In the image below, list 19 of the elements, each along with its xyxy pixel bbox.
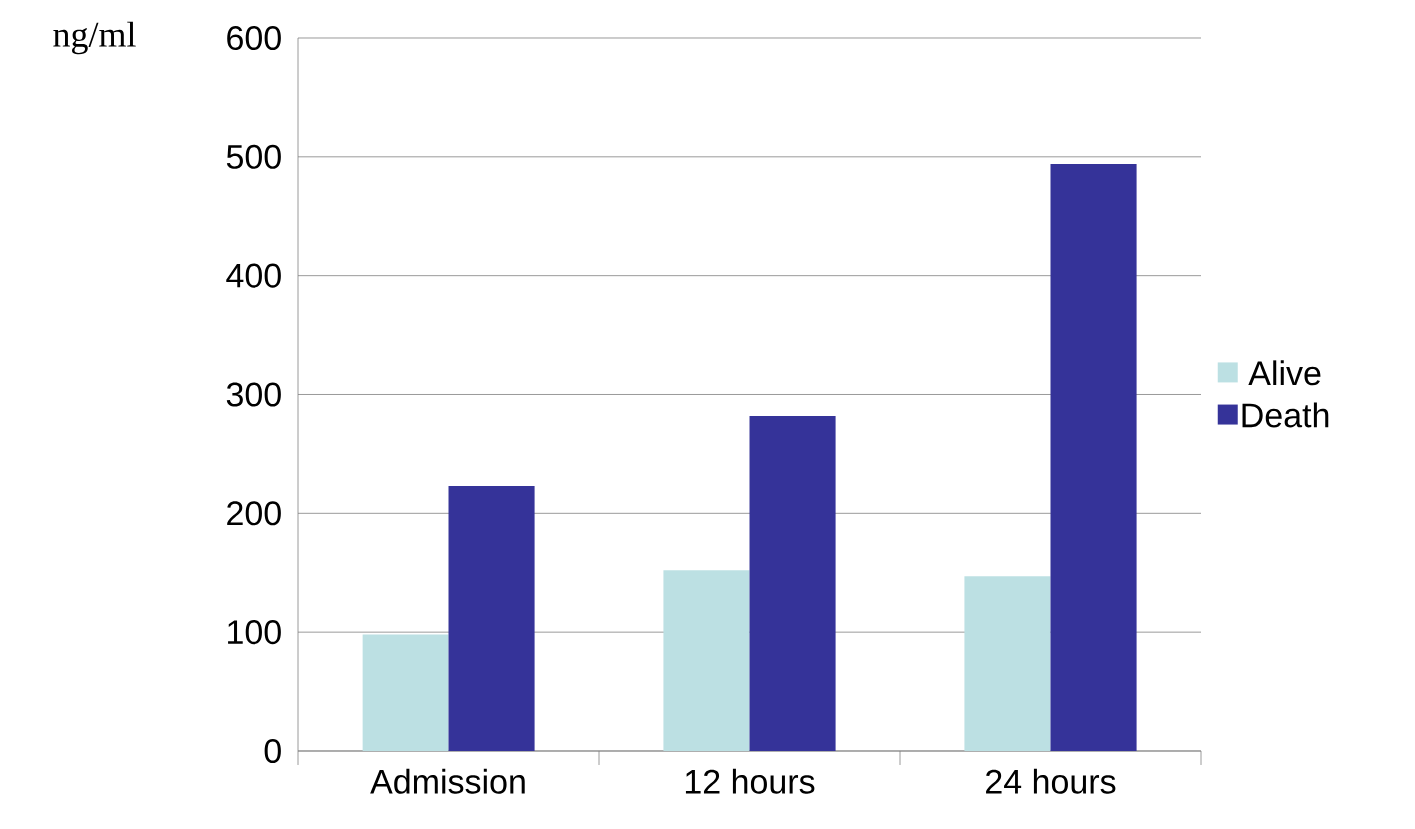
y-tick-label: 500 bbox=[226, 144, 281, 169]
bar bbox=[1050, 163, 1137, 751]
x-tick-label: 12 hours bbox=[685, 768, 815, 794]
y-tick-label: 100 bbox=[228, 620, 281, 645]
y-tick-label: 0 bbox=[264, 738, 281, 764]
bar bbox=[749, 415, 836, 751]
bar bbox=[362, 634, 449, 751]
y-tick-label: 200 bbox=[227, 501, 281, 526]
bar bbox=[448, 485, 535, 751]
y-tick-label: 600 bbox=[227, 25, 281, 51]
legend-label: Death bbox=[1242, 402, 1329, 428]
bar bbox=[964, 576, 1051, 751]
x-tick-label: 24 hours bbox=[986, 768, 1116, 794]
y-tick-label: 300 bbox=[226, 382, 281, 407]
legend-label: Alive bbox=[1248, 360, 1321, 386]
y-tick-label: 400 bbox=[226, 263, 281, 288]
x-tick-label: Admission bbox=[370, 768, 525, 794]
y-axis-title: ng/ml bbox=[53, 21, 136, 55]
bar bbox=[663, 570, 750, 751]
